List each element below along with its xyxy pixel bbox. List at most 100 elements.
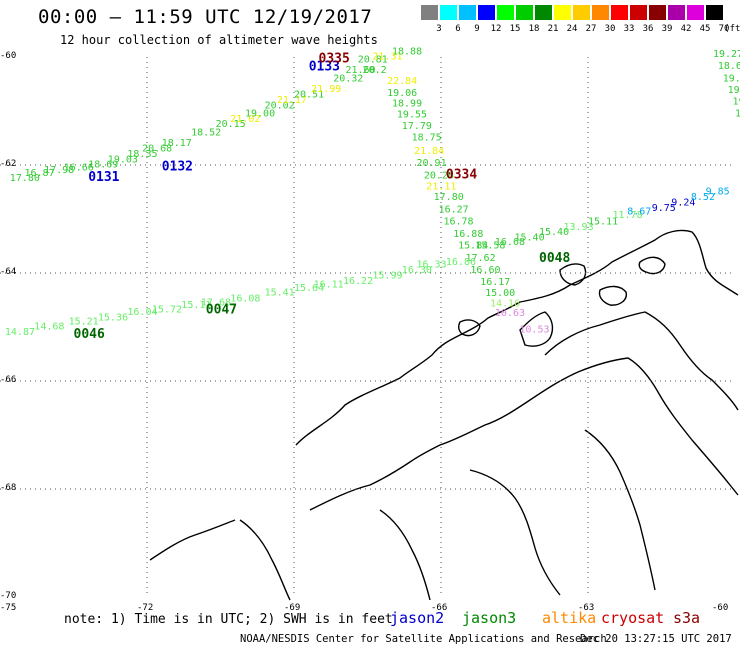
map-title: 00:00 – 11:59 UTC 12/19/2017 — [38, 6, 373, 28]
swh-label: 17.98 — [44, 165, 74, 176]
swh-label: 15.11 — [181, 300, 211, 311]
pass-time-label: 0334 — [446, 168, 477, 183]
latitude-label: -64 — [0, 267, 17, 277]
longitude-label: -66 — [431, 603, 448, 613]
swh-label: 15.99 — [372, 270, 402, 281]
swh-label: 19.03 — [108, 154, 138, 165]
swh-label: 19.27 — [713, 49, 740, 60]
legend-swatch — [516, 5, 533, 20]
satellite-name: jason2 — [390, 609, 445, 627]
legend-label: 6 — [455, 24, 461, 34]
pass-time-label: 0046 — [74, 327, 105, 342]
swh-label: 16.86 — [446, 257, 476, 268]
swh-label: 16.11 — [314, 280, 344, 291]
latitude-label: -60 — [0, 51, 17, 61]
swh-label: 16.88 — [453, 229, 483, 240]
legend-label: 45 — [699, 24, 711, 34]
swh-label: 16.87 — [25, 168, 55, 179]
swh-label: 21.84 — [414, 146, 444, 157]
swh-label: 16.66 — [64, 162, 94, 173]
legend-label: 3 — [436, 24, 442, 34]
swh-label: 20.15 — [216, 119, 246, 130]
swh-label: 16.68 — [495, 237, 525, 248]
swh-label: 15.36 — [98, 313, 128, 324]
swh-label: 17.80 — [10, 173, 40, 184]
pass-time-label: 0048 — [539, 251, 570, 266]
satellite-name: cryosat — [601, 609, 665, 627]
legend-label: 21 — [547, 24, 559, 34]
swh-label: 15.40 — [539, 227, 569, 238]
swh-label: 15.41 — [265, 288, 295, 299]
map-subtitle: 12 hour collection of altimeter wave hei… — [60, 33, 378, 47]
legend-swatch — [649, 5, 666, 20]
swh-label: 15.40 — [515, 233, 545, 244]
swh-label: 10.63 — [495, 308, 525, 319]
swh-label: 15.72 — [152, 304, 182, 315]
swh-label: 20.2 — [363, 65, 387, 76]
swh-label: 16.17 — [480, 277, 510, 288]
swh-label: 16.22 — [343, 276, 373, 287]
swh-label: 17.80 — [434, 192, 464, 203]
legend-label: 39 — [661, 24, 673, 34]
swh-label: 16.27 — [439, 205, 469, 216]
legend-swatch — [440, 5, 457, 20]
longitude-label: -63 — [578, 603, 595, 613]
swh-label: 21.99 — [311, 84, 341, 95]
swh-label: 20.91 — [417, 158, 447, 169]
legend-label: 36 — [642, 24, 654, 34]
swh-label: 15.21 — [69, 316, 99, 327]
coastline — [149, 229, 739, 601]
swh-label: 16.04 — [127, 307, 157, 318]
swh-label: 18.52 — [191, 127, 221, 138]
swh-label: 8.52 — [691, 192, 715, 203]
pass-time-label: 0132 — [162, 159, 193, 174]
legend-label: 70 — [718, 24, 730, 34]
timestamp: Dec 20 13:27:15 UTC 2017 — [580, 633, 732, 645]
pass-time-label: 0131 — [88, 170, 119, 185]
latitude-label: -68 — [0, 483, 17, 493]
swh-label: 15.11 — [588, 216, 618, 227]
swh-label: 18.69 — [88, 160, 118, 171]
swh-label: 21.11 — [426, 181, 456, 192]
legend-label: 30 — [604, 24, 616, 34]
pass-time-label: 0335 — [319, 51, 350, 66]
swh-label: 20.68 — [142, 144, 172, 155]
swh-label: 16.60 — [470, 265, 500, 276]
legend-swatch — [459, 5, 476, 20]
swh-label: 18.35 — [127, 149, 157, 160]
swh-label: 14.68 — [34, 322, 64, 333]
legend-label: 15 — [509, 24, 521, 34]
swh-label: 17.62 — [466, 253, 496, 264]
credit-text: NOAA/NESDIS Center for Satellite Applica… — [240, 633, 607, 645]
swh-label: 9.75 — [652, 203, 676, 214]
footer-note: note: 1) Time is in UTC; 2) SWH is in fe… — [64, 612, 393, 627]
swh-label: 15.64 — [294, 283, 324, 294]
swh-label: 21.17 — [277, 95, 307, 106]
latitude-label: -66 — [0, 375, 17, 385]
swh-label: 15.58 — [475, 241, 505, 252]
legend-label: 27 — [585, 24, 597, 34]
swh-label: 18.88 — [392, 46, 422, 57]
satellite-name: jason3 — [462, 609, 517, 627]
legend-swatch — [421, 5, 438, 20]
swh-label: 19.4 — [733, 97, 740, 108]
legend-swatch — [478, 5, 495, 20]
legend-label: 18 — [528, 24, 540, 34]
swh-label: 21.02 — [230, 114, 260, 125]
swh-label: 13.93 — [564, 222, 594, 233]
longitude-label: -75 — [0, 603, 17, 613]
legend-swatch — [592, 5, 609, 20]
legend-swatch — [706, 5, 723, 20]
latitude-label: -70 — [0, 591, 17, 601]
swh-label: 22.84 — [387, 76, 417, 87]
swh-label: 14.16 — [490, 298, 520, 309]
legend-label: 9 — [474, 24, 480, 34]
swh-label: 21.31 — [372, 52, 402, 63]
swh-label: 9.85 — [706, 187, 730, 198]
legend-swatch — [611, 5, 628, 20]
swh-label: 11.78 — [613, 210, 643, 221]
swh-label: 14.87 — [5, 327, 35, 338]
longitude-label: -72 — [137, 603, 154, 613]
